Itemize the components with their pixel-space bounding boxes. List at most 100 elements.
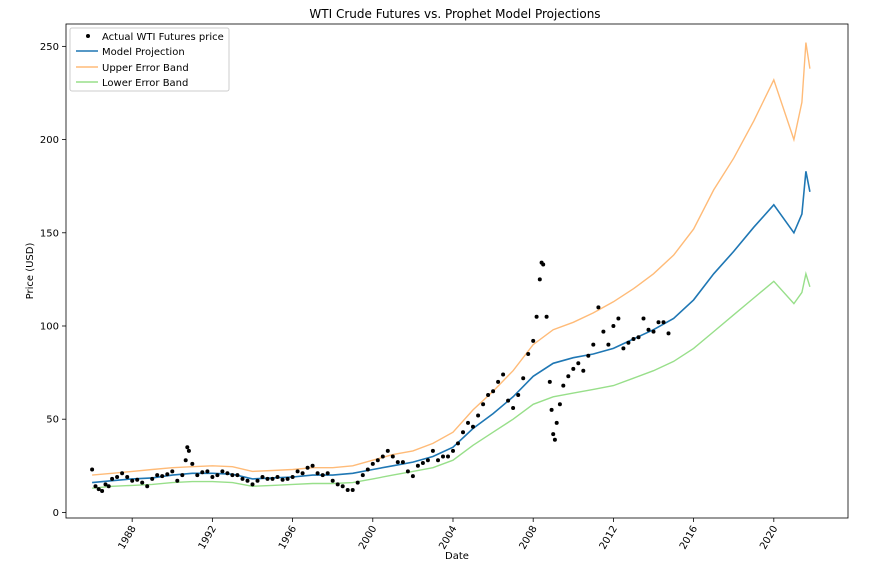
- y-tick-label-250: 250: [40, 42, 59, 53]
- data-point-actual-105: [566, 374, 571, 379]
- data-point-actual-19: [175, 478, 180, 483]
- data-point-actual-20: [180, 473, 185, 478]
- y-tick-label-150: 150: [40, 228, 59, 239]
- data-point-actual-81: [476, 413, 481, 418]
- data-point-actual-121: [646, 327, 651, 332]
- data-point-actual-107: [576, 361, 581, 366]
- data-point-actual-51: [325, 471, 330, 476]
- data-point-actual-6: [110, 476, 115, 481]
- data-point-actual-32: [230, 473, 235, 478]
- data-point-actual-124: [661, 320, 666, 325]
- data-point-actual-14: [150, 476, 155, 481]
- data-point-actual-74: [441, 454, 445, 459]
- legend-entry-actual: Actual WTI Futures price: [86, 32, 224, 43]
- legend-entry-lower: Lower Error Band: [76, 78, 188, 89]
- data-point-actual-24: [190, 461, 195, 466]
- data-point-actual-46: [300, 471, 305, 476]
- data-point-actual-42: [280, 477, 285, 482]
- data-point-actual-61: [375, 458, 380, 463]
- data-point-actual-1: [93, 484, 98, 489]
- data-point-actual-72: [430, 448, 435, 453]
- data-point-actual-57: [355, 480, 360, 485]
- data-point-actual-4: [103, 482, 108, 487]
- data-point-actual-17: [165, 472, 170, 477]
- data-point-actual-83: [486, 393, 491, 397]
- data-point-actual-98: [547, 379, 552, 384]
- data-point-actual-123: [656, 320, 661, 325]
- data-point-actual-41: [275, 475, 280, 479]
- data-point-actual-27: [205, 469, 210, 474]
- legend-label-upper: Upper Error Band: [102, 63, 189, 74]
- data-point-actual-56: [350, 488, 355, 492]
- data-point-actual-12: [140, 480, 145, 485]
- data-point-actual-77: [456, 441, 460, 446]
- data-point-actual-68: [410, 474, 415, 479]
- data-point-actual-43: [285, 476, 290, 481]
- data-point-actual-2: [96, 487, 101, 492]
- data-point-actual-120: [641, 316, 646, 321]
- data-point-actual-29: [215, 473, 220, 478]
- data-point-actual-87: [506, 398, 511, 403]
- data-point-actual-50: [320, 473, 325, 478]
- data-point-actual-106: [571, 366, 576, 371]
- data-point-actual-110: [591, 342, 596, 347]
- data-point-actual-33: [235, 473, 240, 478]
- data-point-actual-85: [496, 379, 501, 384]
- data-point-actual-88: [511, 406, 516, 410]
- legend: Actual WTI Futures price Model Projectio…: [69, 27, 230, 92]
- data-point-actual-122: [651, 329, 656, 334]
- data-point-actual-125: [666, 331, 671, 336]
- data-point-actual-63: [385, 448, 390, 453]
- data-point-actual-23: [186, 448, 191, 453]
- data-point-actual-36: [250, 482, 255, 487]
- data-point-actual-73: [436, 458, 440, 463]
- y-tick-label-0: 0: [53, 508, 59, 519]
- data-point-actual-82: [481, 402, 486, 407]
- data-point-actual-16: [160, 474, 165, 479]
- data-point-actual-44: [290, 475, 295, 479]
- data-point-actual-84: [491, 389, 496, 394]
- legend-label-actual: Actual WTI Futures price: [102, 32, 224, 43]
- y-tick-label-100: 100: [40, 321, 59, 332]
- data-point-actual-10: [130, 478, 135, 483]
- data-point-actual-64: [390, 454, 395, 459]
- data-point-actual-66: [400, 460, 405, 465]
- data-point-actual-3: [100, 489, 105, 493]
- data-point-actual-31: [225, 471, 230, 476]
- data-point-actual-13: [145, 484, 150, 489]
- data-point-actual-96: [541, 262, 546, 267]
- y-axis: 0 50 100 150 200 250: [40, 42, 66, 519]
- data-point-actual-79: [466, 420, 470, 425]
- data-point-actual-59: [365, 467, 370, 472]
- data-point-actual-65: [395, 460, 400, 465]
- y-tick-label-50: 50: [46, 415, 59, 426]
- data-point-actual-75: [446, 454, 450, 459]
- data-point-actual-104: [561, 383, 566, 388]
- data-point-actual-71: [425, 458, 430, 463]
- data-point-actual-90: [521, 376, 526, 381]
- data-point-actual-11: [135, 477, 140, 482]
- data-point-actual-117: [626, 340, 631, 345]
- y-tick-label-200: 200: [40, 135, 59, 146]
- data-point-actual-39: [265, 476, 270, 481]
- data-point-actual-114: [611, 324, 616, 328]
- data-point-actual-62: [380, 454, 385, 459]
- data-point-actual-93: [534, 314, 539, 319]
- legend-box: [69, 27, 230, 92]
- y-axis-label: Price (USD): [25, 243, 36, 300]
- data-point-actual-102: [554, 420, 559, 425]
- x-axis-label: Date: [445, 551, 469, 562]
- data-point-actual-26: [200, 470, 205, 475]
- data-point-actual-15: [155, 473, 160, 478]
- data-point-actual-25: [195, 473, 200, 478]
- series-line-lower-error-band: [92, 271, 811, 489]
- legend-marker-actual: [86, 34, 90, 38]
- data-point-actual-78: [461, 430, 465, 435]
- data-point-actual-38: [260, 475, 265, 479]
- data-point-actual-54: [340, 484, 345, 489]
- data-point-actual-109: [586, 353, 591, 358]
- data-point-actual-37: [255, 478, 260, 483]
- data-point-actual-92: [531, 338, 536, 343]
- data-point-actual-69: [415, 463, 420, 468]
